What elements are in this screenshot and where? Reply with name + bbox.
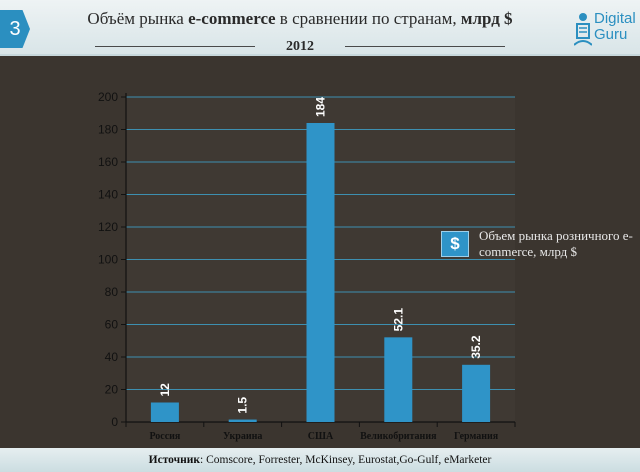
bar <box>150 402 179 422</box>
title-bold-2: млрд $ <box>460 9 513 28</box>
logo-line-2: Guru <box>594 26 628 43</box>
y-tick-label: 40 <box>105 350 119 364</box>
value-label: 1.5 <box>236 397 250 414</box>
category-label: Украина <box>223 431 262 442</box>
source-footer: Источник: Comscore, Forrester, McKinsey,… <box>0 448 640 472</box>
category-label: Великобритания <box>360 431 437 442</box>
header-band: 3 Объём рынка e-commerce в сравнении по … <box>0 0 640 56</box>
bar <box>462 364 491 422</box>
y-tick-label: 120 <box>98 220 118 234</box>
y-tick-label: 80 <box>105 285 119 299</box>
y-tick-label: 140 <box>98 188 118 202</box>
y-tick-label: 200 <box>98 90 118 104</box>
category-label: США <box>308 431 334 442</box>
source-text: : Comscore, Forrester, McKinsey, Eurosta… <box>200 454 492 466</box>
chart-title: Объём рынка e-commerce в сравнении по ст… <box>40 9 560 29</box>
source-label: Источник <box>148 454 201 466</box>
bar <box>228 419 257 422</box>
bar <box>306 123 335 422</box>
y-tick-label: 100 <box>98 253 118 267</box>
year-divider: 2012 <box>95 39 505 55</box>
y-tick-label: 180 <box>98 123 118 137</box>
chart-legend: $ Объем рынка розничного e-commerce, млр… <box>441 228 640 268</box>
title-part-2: в сравнении по странам, <box>275 9 461 28</box>
chart-year: 2012 <box>286 39 314 54</box>
legend-label: Объем рынка розничного e-commerce, млрд … <box>479 228 633 259</box>
y-tick-label: 160 <box>98 155 118 169</box>
value-label: 35.2 <box>469 335 483 359</box>
title-bold-1: e-commerce <box>188 9 276 28</box>
value-label: 52.1 <box>391 308 405 332</box>
bar <box>384 337 413 422</box>
digital-guru-logo: Digital Guru <box>574 8 636 50</box>
y-tick-label: 20 <box>105 383 119 397</box>
guru-figure-icon <box>574 13 592 46</box>
logo-text: Digital Guru <box>594 11 636 43</box>
legend-swatch-dollar-icon: $ <box>441 231 469 257</box>
y-tick-label: 60 <box>105 318 119 332</box>
y-tick-label: 0 <box>111 415 118 429</box>
category-label: Германия <box>454 431 499 442</box>
logo-line-1: Digital <box>594 10 636 27</box>
value-label: 12 <box>158 383 172 397</box>
value-label: 184 <box>314 97 328 117</box>
category-label: Россия <box>149 431 180 442</box>
title-part-1: Объём рынка <box>87 9 189 28</box>
